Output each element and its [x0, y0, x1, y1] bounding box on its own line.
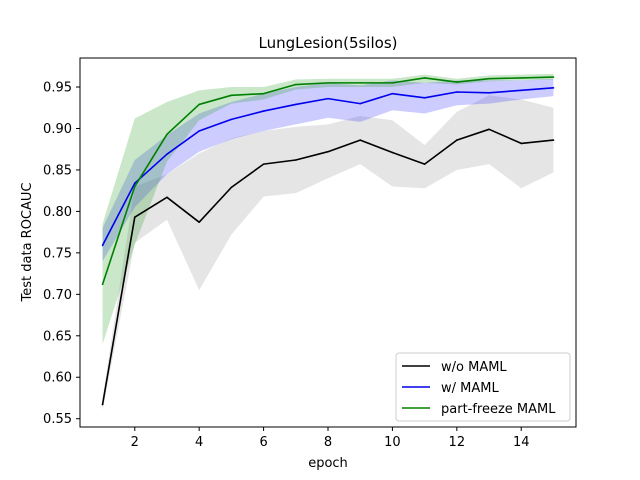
point-w-maml: [166, 153, 168, 155]
point-w-maml: [327, 97, 329, 100]
point-w-maml: [456, 91, 458, 93]
y-tick-label: 0.60: [43, 371, 72, 386]
y-tick-label: 0.90: [43, 122, 72, 137]
y-tick-label: 0.55: [43, 412, 72, 427]
legend-label-part-freeze-maml: part-freeze MAML: [441, 402, 556, 417]
point-w-o-maml: [166, 196, 168, 199]
x-tick-label: 10: [384, 435, 401, 450]
point-w-maml: [423, 97, 426, 99]
y-tick-label: 0.75: [43, 246, 72, 261]
point-part-freeze-maml: [133, 185, 136, 188]
y-tick-label: 0.80: [43, 205, 72, 220]
point-w-maml: [262, 110, 265, 112]
point-part-freeze-maml: [520, 77, 523, 79]
chart-title: LungLesion(5silos): [258, 34, 397, 52]
legend: w/o MAML w/ MAML part-freeze MAML: [395, 352, 571, 422]
point-w-o-maml: [198, 221, 200, 223]
point-part-freeze-maml: [359, 82, 362, 84]
legend-box: [395, 352, 571, 422]
point-w-o-maml: [359, 139, 362, 141]
legend-label-w-maml: w/ MAML: [441, 381, 499, 396]
point-w-o-maml: [552, 139, 555, 141]
point-w-o-maml: [101, 403, 104, 406]
point-part-freeze-maml: [552, 76, 555, 78]
point-part-freeze-maml: [423, 77, 426, 79]
point-w-maml: [198, 130, 200, 132]
x-tick-label: 8: [324, 435, 332, 450]
point-w-o-maml: [456, 139, 458, 141]
point-w-o-maml: [230, 186, 233, 189]
point-part-freeze-maml: [327, 82, 329, 84]
point-part-freeze-maml: [198, 103, 200, 106]
x-tick-label: 4: [195, 435, 203, 450]
x-tick-label: 2: [131, 435, 139, 450]
point-w-o-maml: [133, 216, 136, 219]
band-w-o-maml: [102, 95, 554, 411]
point-w-maml: [520, 89, 523, 92]
point-part-freeze-maml: [101, 283, 104, 286]
point-w-o-maml: [327, 150, 329, 153]
point-w-maml: [230, 118, 233, 121]
point-part-freeze-maml: [262, 92, 265, 95]
series-lines: [101, 76, 555, 406]
point-w-o-maml: [423, 163, 426, 165]
point-w-maml: [488, 92, 490, 94]
point-part-freeze-maml: [488, 77, 490, 80]
point-w-maml: [359, 102, 362, 105]
y-axis-label: Test data ROCAUC: [20, 183, 35, 303]
point-w-maml: [552, 87, 555, 89]
y-tick-label: 0.70: [43, 288, 72, 303]
point-w-maml: [391, 92, 394, 95]
x-axis-ticks: 2 4 6 8 10 12 14: [131, 427, 530, 450]
point-w-o-maml: [294, 159, 297, 161]
x-tick-label: 12: [449, 435, 466, 450]
point-part-freeze-maml: [294, 83, 297, 86]
point-part-freeze-maml: [230, 94, 233, 97]
x-tick-label: 6: [259, 435, 267, 450]
point-w-maml: [294, 103, 297, 106]
point-part-freeze-maml: [456, 81, 458, 83]
point-w-o-maml: [488, 128, 490, 131]
point-part-freeze-maml: [166, 133, 168, 136]
x-axis-label: epoch: [308, 456, 348, 471]
point-w-o-maml: [391, 151, 394, 154]
y-tick-label: 0.95: [43, 81, 72, 96]
point-w-o-maml: [520, 142, 523, 145]
point-w-o-maml: [262, 163, 265, 165]
y-tick-label: 0.85: [43, 163, 72, 178]
point-w-maml: [101, 244, 104, 247]
point-part-freeze-maml: [391, 82, 394, 84]
x-tick-label: 14: [513, 435, 530, 450]
y-axis-ticks: 0.55 0.60 0.65 0.70 0.75 0.80 0.85 0.90 0.95: [43, 81, 80, 427]
legend-label-w-o-maml: w/o MAML: [441, 360, 507, 375]
point-w-maml: [133, 182, 136, 185]
y-tick-label: 0.65: [43, 329, 72, 344]
